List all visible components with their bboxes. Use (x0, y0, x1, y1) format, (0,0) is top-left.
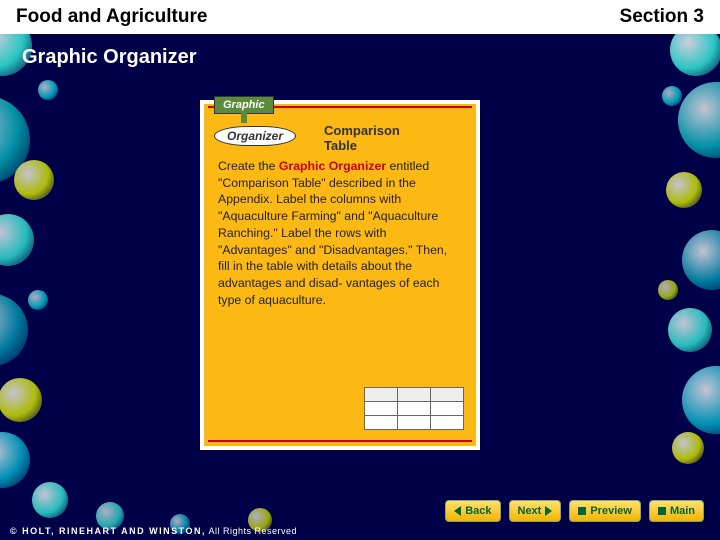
preview-square-icon (578, 507, 586, 515)
red-rule-bottom (208, 440, 472, 442)
nav-bar: Back Next Preview Main (445, 500, 704, 522)
page-subtitle: Graphic Organizer (22, 46, 197, 69)
body-prefix: Create the (218, 159, 279, 173)
body-emph: Graphic Organizer (279, 159, 386, 173)
comp-line1: Comparison (324, 123, 400, 138)
comp-line2: Table (324, 138, 357, 153)
body-rest: entitled "Comparison Table" described in… (218, 159, 447, 307)
organizer-card: Graphic Organizer Comparison Table Creat… (204, 104, 476, 446)
main-label: Main (670, 505, 695, 517)
next-label: Next (518, 505, 542, 517)
copyright-line: © HOLT, RINEHART AND WINSTON, All Rights… (10, 526, 297, 536)
chapter-title: Food and Agriculture (16, 6, 207, 28)
preview-button[interactable]: Preview (569, 500, 641, 522)
section-label: Section 3 (620, 6, 704, 28)
next-arrow-icon (545, 506, 552, 516)
organizer-card-frame: Graphic Organizer Comparison Table Creat… (200, 100, 480, 450)
back-arrow-icon (454, 506, 461, 516)
copyright-publisher: © HOLT, RINEHART AND WINSTON, (10, 526, 206, 536)
back-label: Back (465, 505, 491, 517)
main-square-icon (658, 507, 666, 515)
main-button[interactable]: Main (649, 500, 704, 522)
mini-table-icon (364, 387, 464, 430)
graphic-tab: Graphic (214, 96, 274, 114)
instructions-text: Create the Graphic Organizer entitled "C… (218, 158, 462, 308)
preview-label: Preview (590, 505, 632, 517)
next-button[interactable]: Next (509, 500, 562, 522)
slide: Food and Agriculture Section 3 Graphic O… (0, 0, 720, 540)
copyright-rights: All Rights Reserved (206, 526, 297, 536)
header-bar: Food and Agriculture Section 3 (0, 0, 720, 34)
back-button[interactable]: Back (445, 500, 500, 522)
organizer-oval: Organizer (214, 126, 296, 146)
comparison-title: Comparison Table (324, 124, 400, 154)
